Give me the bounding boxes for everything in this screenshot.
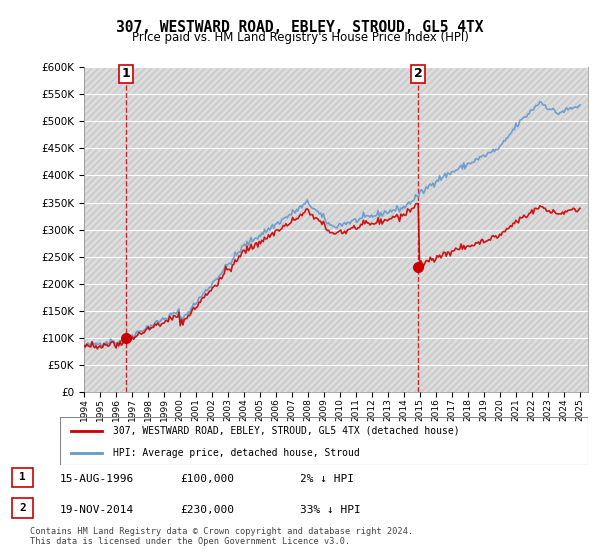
Text: 15-AUG-1996: 15-AUG-1996 bbox=[60, 474, 134, 484]
Text: Contains HM Land Registry data © Crown copyright and database right 2024.
This d: Contains HM Land Registry data © Crown c… bbox=[30, 526, 413, 546]
Text: 307, WESTWARD ROAD, EBLEY, STROUD, GL5 4TX (detached house): 307, WESTWARD ROAD, EBLEY, STROUD, GL5 4… bbox=[113, 426, 460, 436]
Text: 19-NOV-2014: 19-NOV-2014 bbox=[60, 505, 134, 515]
Text: 33% ↓ HPI: 33% ↓ HPI bbox=[300, 505, 361, 515]
Text: 1: 1 bbox=[19, 473, 26, 482]
Text: Price paid vs. HM Land Registry's House Price Index (HPI): Price paid vs. HM Land Registry's House … bbox=[131, 31, 469, 44]
Text: 2% ↓ HPI: 2% ↓ HPI bbox=[300, 474, 354, 484]
Text: £100,000: £100,000 bbox=[180, 474, 234, 484]
Text: 307, WESTWARD ROAD, EBLEY, STROUD, GL5 4TX: 307, WESTWARD ROAD, EBLEY, STROUD, GL5 4… bbox=[116, 20, 484, 35]
Text: 2: 2 bbox=[19, 503, 26, 513]
Text: HPI: Average price, detached house, Stroud: HPI: Average price, detached house, Stro… bbox=[113, 448, 359, 458]
Text: 2: 2 bbox=[414, 67, 422, 80]
Text: £230,000: £230,000 bbox=[180, 505, 234, 515]
Text: 1: 1 bbox=[122, 67, 130, 80]
